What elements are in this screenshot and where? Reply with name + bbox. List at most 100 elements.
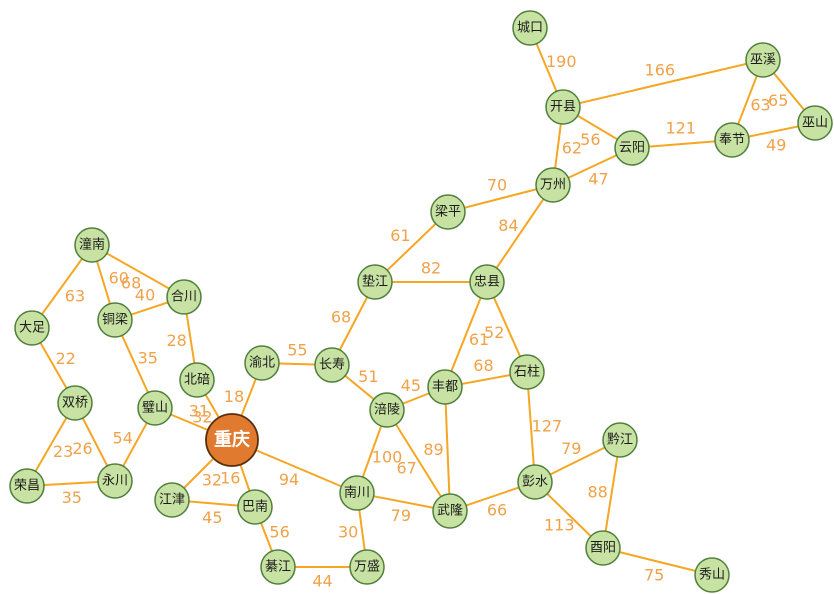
edge-weight-label: 68	[331, 308, 351, 327]
node-circle	[535, 167, 571, 203]
edge-weight-label: 45	[401, 376, 421, 395]
edge-fengdu-wulong	[444, 386, 451, 512]
node-label: 永川	[102, 474, 128, 489]
edge-fuling-wulong	[386, 409, 451, 512]
edge-weight-label: 16	[220, 469, 240, 488]
node-circle	[97, 463, 133, 499]
node-label: 渝北	[249, 355, 275, 371]
edge-weight-label: 18	[224, 387, 244, 406]
edge-weight-label: 166	[645, 60, 676, 79]
node-circle	[9, 468, 45, 504]
node-circle	[469, 264, 505, 300]
node-circle	[97, 302, 133, 338]
node-label: 南川	[344, 485, 370, 501]
node-circle	[432, 493, 468, 529]
node-circle	[260, 549, 296, 585]
node-label: 璧山	[142, 400, 168, 416]
node-beibei: 北碚	[179, 362, 215, 398]
edge-weight-label: 84	[498, 216, 518, 235]
node-label: 綦江	[265, 560, 291, 575]
node-nanchuan: 南川	[339, 475, 375, 511]
node-hechuan: 合川	[166, 279, 202, 315]
node-circle	[694, 557, 730, 593]
edge-youyang-xiushan	[602, 547, 713, 576]
edge-weight-label: 88	[587, 482, 607, 501]
node-tongliang: 铜梁	[97, 302, 133, 338]
node-rongchang: 荣昌	[9, 468, 45, 504]
edge-weight-label: 82	[421, 259, 441, 278]
node-label: 大足	[19, 321, 45, 336]
edge-qianjiang-youyang	[602, 439, 621, 549]
node-youyang: 酉阳	[585, 530, 621, 566]
node-tongnan: 潼南	[74, 227, 110, 263]
edge-weight-label: 62	[562, 138, 582, 157]
node-circle	[585, 530, 621, 566]
edge-weight-label: 56	[580, 130, 600, 149]
node-circle	[339, 475, 375, 511]
edge-weight-label: 47	[588, 170, 608, 189]
node-circle	[237, 489, 273, 525]
edge-weight-label: 94	[279, 470, 299, 489]
edge-weight-label: 40	[135, 286, 155, 305]
node-circle	[357, 264, 393, 300]
node-kaixian: 开县	[545, 89, 581, 125]
node-chengkou: 城口	[512, 10, 548, 46]
node-label: 秀山	[699, 568, 725, 583]
node-label: 武隆	[437, 504, 463, 519]
edge-weight-label: 68	[473, 356, 493, 375]
edge-zhongxian-fengdu	[444, 281, 488, 388]
edge-weight-label: 60	[109, 268, 129, 287]
edge-weights-layer: 190 1666563495612162477084618268615268458…	[53, 52, 788, 591]
edge-weight-label: 51	[358, 367, 378, 386]
node-label: 合川	[171, 290, 197, 305]
node-dazu: 大足	[14, 310, 50, 346]
node-circle	[512, 10, 548, 46]
node-circle	[614, 130, 650, 166]
node-label: 奉节	[719, 133, 745, 148]
node-chongqing: 重庆	[205, 413, 259, 467]
node-circle	[166, 279, 202, 315]
node-pengshui: 彭水	[517, 464, 553, 500]
node-wansheng: 万盛	[349, 549, 385, 585]
node-bishan: 璧山	[137, 390, 173, 426]
node-wuxi: 巫溪	[745, 42, 781, 78]
node-qianjiang: 黔江	[602, 422, 638, 458]
edge-weight-label: 79	[561, 439, 581, 458]
node-circle	[137, 390, 173, 426]
node-label: 重庆	[214, 429, 250, 451]
node-label: 万州	[540, 178, 566, 193]
edge-weight-label: 22	[55, 349, 75, 368]
node-yubei: 渝北	[244, 345, 280, 381]
edge-weight-label: 190	[546, 52, 577, 71]
node-xiushan: 秀山	[694, 557, 730, 593]
node-label: 潼南	[79, 237, 105, 253]
center-node-circle	[205, 413, 259, 467]
node-label: 荣昌	[14, 479, 40, 494]
node-label: 涪陵	[374, 403, 400, 418]
node-banan: 巴南	[237, 489, 273, 525]
node-circle	[314, 347, 350, 383]
edge-weight-label: 63	[65, 286, 85, 305]
node-label: 江津	[159, 493, 185, 508]
edge-weight-label: 65	[768, 91, 788, 110]
edge-weight-label: 32	[202, 470, 222, 489]
node-label: 城口	[517, 21, 543, 36]
node-fuling: 涪陵	[369, 392, 405, 428]
edge-weight-label: 127	[532, 416, 563, 435]
node-circle	[349, 549, 385, 585]
node-label: 铜梁	[102, 313, 128, 328]
edge-weight-label: 63	[750, 96, 770, 115]
edge-weight-label: 35	[62, 488, 82, 507]
edge-wanzhou-zhongxian	[486, 184, 554, 283]
node-label: 酉阳	[590, 541, 616, 556]
edge-weight-label: 79	[391, 506, 411, 525]
node-circle	[244, 345, 280, 381]
edge-weight-label: 52	[484, 323, 504, 342]
node-label: 云阳	[619, 141, 645, 156]
node-circle	[545, 89, 581, 125]
node-circle	[154, 482, 190, 518]
node-label: 丰都	[432, 380, 458, 395]
node-liangping: 梁平	[430, 194, 466, 230]
node-circle	[714, 122, 750, 158]
